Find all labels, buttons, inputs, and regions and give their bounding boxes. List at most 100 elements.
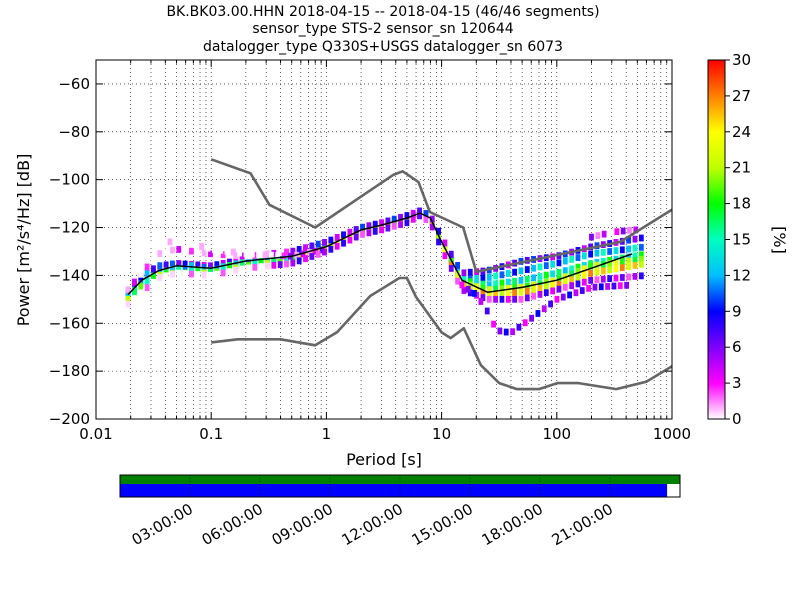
psd-cell [148,240,154,248]
psd-cell [385,217,391,225]
psd-cell [151,278,156,286]
psd-cell [531,274,537,282]
psd-cell [322,248,327,256]
psd-cell [632,262,638,269]
psd-cell [258,251,264,259]
psd-cell [271,249,277,257]
psd-cell [474,274,479,282]
psd-cell [151,265,156,273]
psd-cell [176,245,182,253]
psd-cell [271,261,277,269]
psd-cell [486,286,492,294]
psd-cell [157,250,163,257]
x-tick-label: 1 [322,425,332,443]
timeline-tick-label: 21:00:00 [549,500,616,549]
psd-cell [543,271,549,279]
psd-cell [518,295,524,303]
psd-cell [524,275,530,283]
psd-cell [531,292,537,300]
psd-cell [493,295,499,303]
colorbar-tick-label: 21 [732,159,751,177]
psd-cell [189,262,194,269]
psd-cell [554,295,560,303]
psd-cell [632,256,638,264]
plot-background [96,60,672,419]
psd-cell [398,213,403,221]
colorbar-tick-label: 27 [732,87,751,105]
psd-cell [186,240,192,248]
psd-cell [493,285,499,293]
psd-cell [322,239,327,246]
psd-cell [588,250,594,258]
psd-cell [575,280,581,288]
psd-cell [429,215,435,223]
colorbar-tick-label: 9 [732,302,742,320]
psd-cell [189,265,194,273]
psd-cell [480,289,486,297]
psd-cell [303,244,308,252]
y-tick-label: −120 [49,219,90,237]
psd-cell [252,263,258,271]
psd-cell [306,249,312,257]
psd-cell [537,263,543,271]
psd-cell [619,274,625,281]
psd-cell [315,240,321,248]
psd-cell [138,270,144,278]
psd-cell [275,252,281,259]
x-axis-ticks: 0.01 0.1 1 10 100 1000 [79,60,691,443]
psd-cell [404,219,410,227]
colorbar-tick-label: 12 [732,266,751,284]
psd-cell [531,264,537,272]
psd-cell [505,284,511,292]
psd-cell [170,265,175,273]
psd-cell [499,290,505,297]
psd-cell [201,271,207,279]
psd-cell [474,279,479,287]
psd-cell [170,246,175,254]
psd-cell [182,261,188,269]
psd-cell [601,230,607,238]
data-coverage-timeline: 03:00:00 06:00:00 09:00:00 12:00:00 15:00:00… [119,474,681,549]
psd-cell [613,274,619,282]
psd-cell [334,242,340,250]
psd-cell [607,275,613,283]
psd-cell [550,260,556,268]
psd-cell [182,265,188,273]
psd-cell [626,236,632,244]
psd-cell [556,280,562,288]
psd-cell [607,260,613,267]
y-tick-label: −200 [49,410,90,428]
timeline-tick-label: 09:00:00 [269,500,336,549]
psd-cell [138,282,144,290]
psd-cell [638,272,644,280]
psd-cell [497,327,503,335]
colorbar-tick-label: 15 [732,231,751,249]
psd-cell [581,252,587,260]
psd-cell [410,209,416,217]
psd-cell [195,248,201,256]
psd-cell [459,281,465,289]
psd-cell [613,247,619,255]
psd-cell [550,270,556,278]
timeline-lower-bar [120,484,668,497]
psd-cell [442,252,448,260]
psd-cell [328,236,334,244]
colorbar-tick-label: 18 [732,195,751,213]
timeline-upper-bar [120,475,680,484]
timeline-tick-label: 06:00:00 [199,500,266,549]
psd-cell [410,215,416,223]
psd-cell [379,226,384,234]
psd-cell [176,260,182,268]
psd-cell [230,248,236,256]
psd-cell [598,283,604,291]
psd-cell [303,255,308,263]
psd-cell [125,300,131,308]
noise-model-curves [127,158,673,391]
psd-cell [581,265,587,273]
psd-cell [227,251,232,259]
psd-cell [600,275,606,283]
psd-cell [611,282,617,290]
psd-cell [417,212,422,220]
psd-cell [262,251,268,259]
